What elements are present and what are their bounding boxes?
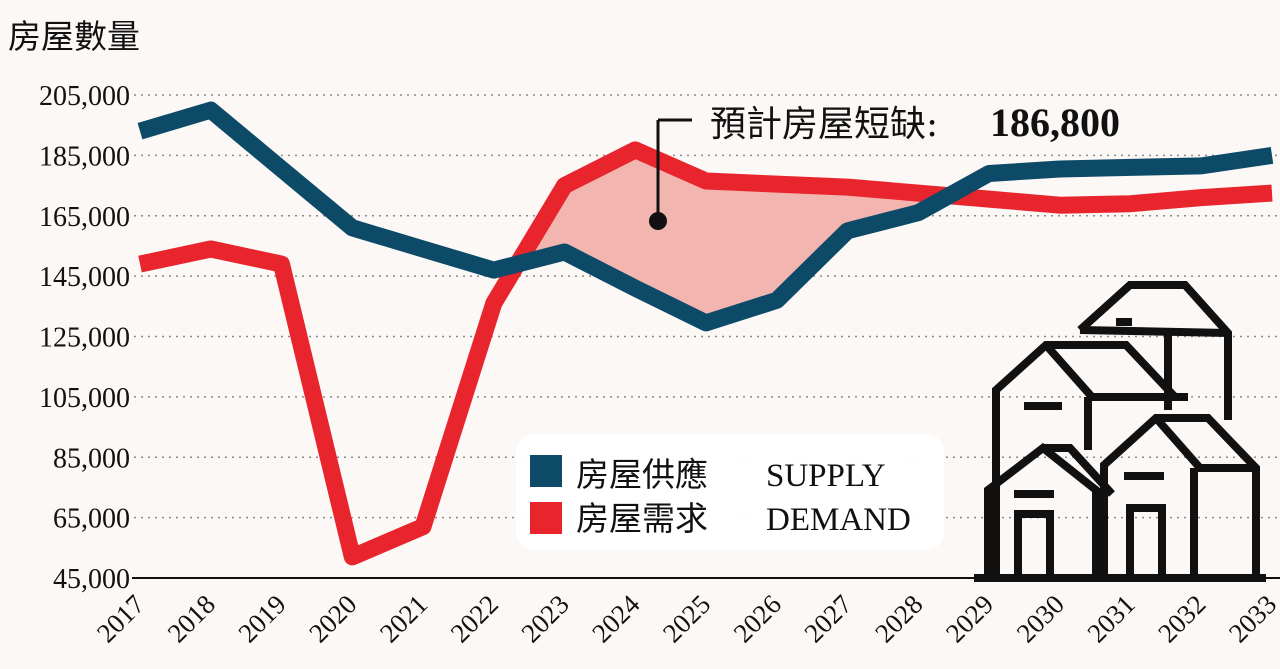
legend-label-demand-en: DEMAND <box>766 502 911 538</box>
y-tick-label: 145,000 <box>39 262 130 293</box>
y-tick-label: 185,000 <box>39 141 130 172</box>
y-tick-label: 125,000 <box>39 323 130 354</box>
chart-title: 房屋數量 <box>8 17 140 56</box>
annotation-label: 預計房屋短缺: <box>710 104 938 145</box>
annotation-dot <box>649 212 667 230</box>
legend: 房屋供應 SUPPLY 房屋需求 DEMAND <box>516 434 944 550</box>
demand-line <box>138 141 1273 566</box>
y-tick-label: 105,000 <box>39 383 130 414</box>
y-tick-label: 45,000 <box>53 564 130 595</box>
y-tick-label: 65,000 <box>53 504 130 535</box>
legend-label-demand-zh: 房屋需求 <box>576 499 708 538</box>
legend-swatch-demand <box>530 502 562 534</box>
y-tick-label: 85,000 <box>53 443 130 474</box>
shortage-annotation: 預計房屋短缺: 186,800 <box>649 100 1120 230</box>
legend-label-supply-zh: 房屋供應 <box>576 455 708 494</box>
y-tick-label: 165,000 <box>39 202 130 233</box>
legend-swatch-supply <box>530 455 562 487</box>
y-tick-label: 205,000 <box>39 81 130 112</box>
annotation-value: 186,800 <box>990 100 1120 145</box>
series-lines <box>137 101 1274 566</box>
legend-label-supply-en: SUPPLY <box>766 458 886 494</box>
y-axis-ticks: 45,000 65,000 85,000 105,000 125,000 145,000 1… <box>39 81 130 595</box>
supply-line <box>137 101 1274 332</box>
legend-box <box>516 434 944 550</box>
houses-icon <box>974 281 1266 582</box>
